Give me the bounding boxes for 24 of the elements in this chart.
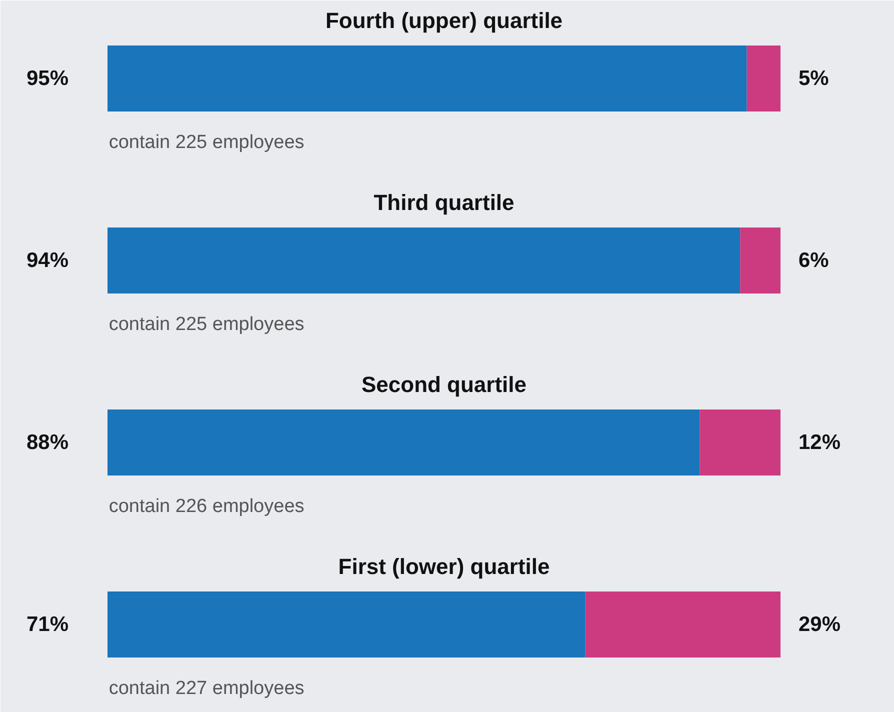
data-label: 29% [798,613,841,636]
bar [108,592,586,658]
data-label: 6% [798,249,830,272]
data-label: 95% [26,67,69,90]
bar [108,410,700,476]
data-label: 5% [798,67,830,90]
y-tick-label: Third quartile [374,190,514,215]
annotation: contain 225 employees [108,132,304,153]
data-label: 88% [26,431,69,454]
bar [746,46,780,112]
bar [108,228,740,294]
bar [740,228,780,294]
annotation: contain 225 employees [108,314,304,335]
y-tick-label: Second quartile [361,372,527,397]
y-tick-label: Fourth (upper) quartile [325,8,563,33]
data-label: 12% [798,431,841,454]
annotation: contain 226 employees [108,496,304,517]
text: contain 227 employees [108,678,304,699]
bar [700,410,780,476]
y-tick-label: First (lower) quartile [338,554,550,579]
data-label: 94% [26,249,69,272]
bar [108,46,747,112]
bar [585,592,780,658]
data-label: 71% [26,613,69,636]
